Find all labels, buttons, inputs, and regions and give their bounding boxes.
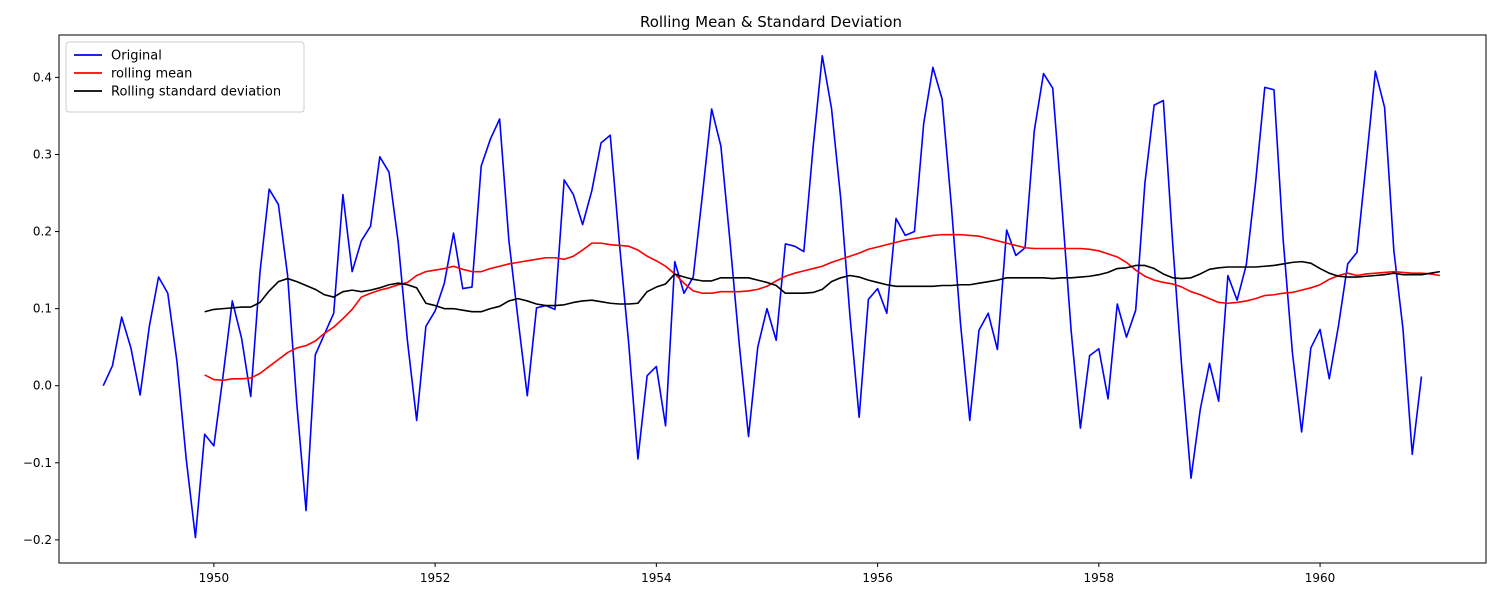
legend: Original rolling mean Rolling standard dev… (65, 41, 305, 113)
x-tick-label: 1952 (420, 571, 451, 585)
x-tick-label: 1950 (199, 571, 230, 585)
y-tick-label: 0.4 (33, 70, 52, 84)
legend-label-rolling-standard-deviation: Rolling standard deviation (111, 85, 281, 100)
y-tick-label: 0.0 (33, 379, 52, 393)
x-tick-label: 1954 (641, 571, 672, 585)
legend-box (65, 41, 305, 113)
y-tick-label: 0.1 (33, 302, 52, 316)
y-tick-label: 0.2 (33, 225, 52, 239)
legend-label-original: Original (111, 49, 162, 64)
series-line-rolling-standard-deviation (204, 260, 1441, 313)
legend-label-rolling-mean: rolling mean (111, 67, 192, 82)
series-line-rolling-mean (204, 233, 1441, 382)
y-tick-label: −0.1 (23, 456, 52, 470)
series-line-original (102, 55, 1423, 539)
y-tick-label: 0.3 (33, 147, 52, 161)
x-tick-label: 1956 (862, 571, 893, 585)
x-tick-label: 1958 (1084, 571, 1115, 585)
x-tick-label: 1960 (1305, 571, 1336, 585)
plot-area (102, 55, 1441, 539)
chart-title: Rolling Mean & Standard Deviation (640, 13, 902, 31)
axes: 1950 1952 1954 1956 1958 1960 −0.2 −0.1 0.0 0.1 0.… (23, 34, 1487, 585)
axes-frame (58, 34, 1487, 564)
y-tick-label: −0.2 (23, 533, 52, 547)
